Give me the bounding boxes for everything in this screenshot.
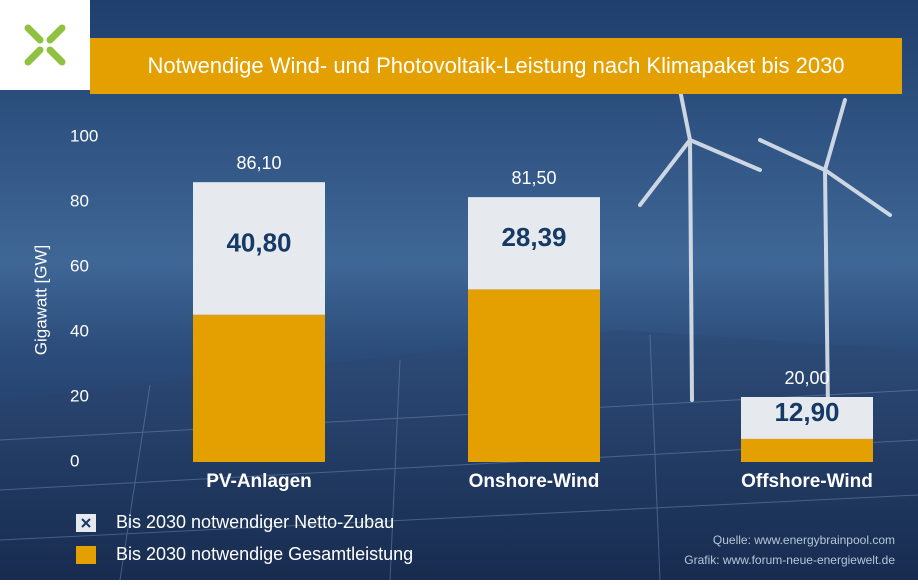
chart: Notwendige Wind- und Photovoltaik-Leistu… — [0, 0, 918, 580]
y-tick-label: 40 — [70, 321, 89, 340]
bar-segment — [193, 315, 325, 462]
y-tick-label: 60 — [70, 256, 89, 275]
x-tick-label: Offshore-Wind — [741, 471, 873, 492]
value-label: 28,39 — [501, 222, 566, 252]
total-label: 81,50 — [511, 168, 556, 188]
y-axis-label: Gigawatt [GW] — [31, 245, 50, 356]
y-tick-label: 0 — [70, 451, 79, 470]
x-tick-label: Onshore-Wind — [469, 471, 600, 492]
source: Grafik: www.forum-neue-energiewelt.de — [684, 553, 895, 567]
total-label: 86,10 — [236, 153, 281, 173]
bar-segment — [741, 439, 873, 462]
logo-box — [0, 0, 90, 90]
value-label: 40,80 — [226, 227, 291, 257]
total-label: 20,00 — [784, 368, 829, 388]
x-tick-label: PV-Anlagen — [206, 471, 312, 492]
chart-title: Notwendige Wind- und Photovoltaik-Leistu… — [147, 53, 844, 78]
legend-swatch — [76, 546, 96, 564]
y-tick-label: 100 — [70, 126, 98, 145]
y-tick-label: 80 — [70, 191, 89, 210]
bar-segment — [468, 289, 600, 462]
legend-label: Bis 2030 notwendige Gesamtleistung — [116, 544, 413, 564]
y-tick-label: 20 — [70, 386, 89, 405]
source: Quelle: www.energybrainpool.com — [713, 533, 895, 547]
legend-label: Bis 2030 notwendiger Netto-Zubau — [116, 512, 394, 532]
value-label: 12,90 — [774, 397, 839, 427]
